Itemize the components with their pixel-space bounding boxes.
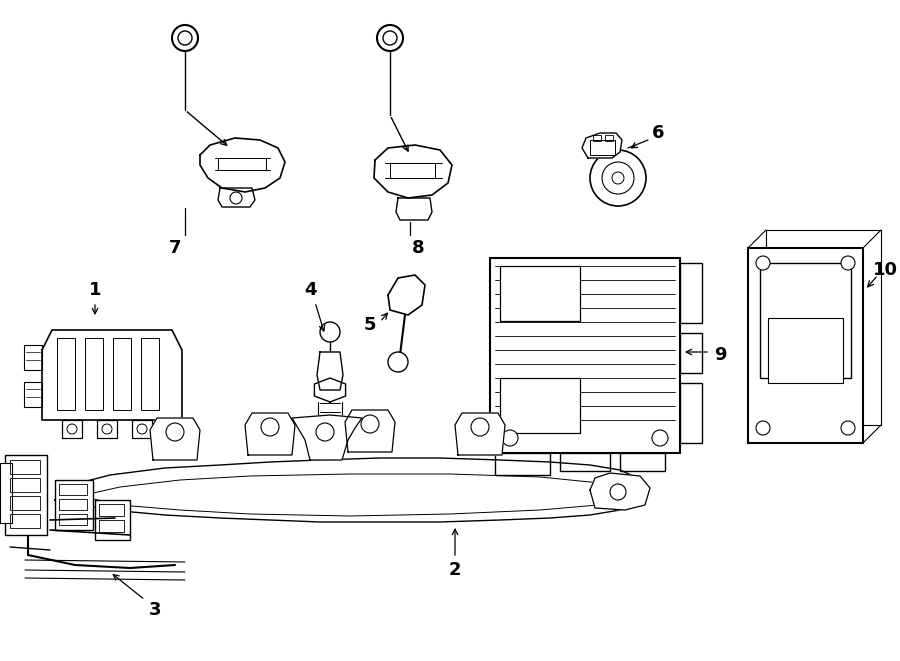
Bar [218,158,266,170]
Bar [59,499,87,510]
Bar [10,496,40,510]
Polygon shape [80,474,618,516]
Bar [748,248,863,443]
Bar [768,318,843,383]
Text: 7: 7 [169,239,181,257]
Bar [24,345,42,370]
Polygon shape [200,138,285,192]
Polygon shape [582,133,622,158]
Polygon shape [55,458,640,522]
Circle shape [590,150,646,206]
Circle shape [166,423,184,441]
Polygon shape [590,473,650,510]
Text: 4: 4 [304,281,316,299]
Circle shape [230,192,242,204]
Bar [59,484,87,495]
Circle shape [361,415,379,433]
Circle shape [388,352,408,372]
Text: 2: 2 [449,561,461,579]
Polygon shape [317,352,343,390]
Bar [760,263,851,378]
Circle shape [841,421,855,435]
Bar [0,463,12,523]
Bar [680,383,702,443]
Bar [24,382,42,407]
Bar [560,453,610,471]
Bar [680,333,702,373]
Circle shape [383,31,397,45]
Bar [10,514,40,528]
Bar [97,420,117,438]
Bar [593,135,601,141]
Circle shape [178,31,192,45]
Text: 9: 9 [714,346,726,364]
Bar [132,420,152,438]
Text: 8: 8 [411,239,424,257]
Circle shape [502,430,518,446]
Polygon shape [396,198,432,220]
Bar [495,453,550,475]
Bar [680,263,702,323]
Polygon shape [42,330,182,420]
Circle shape [471,418,489,436]
Bar [500,378,580,433]
Circle shape [612,172,624,184]
Polygon shape [218,188,255,207]
Circle shape [610,484,626,500]
Text: 5: 5 [364,316,376,334]
Polygon shape [292,415,362,460]
Polygon shape [314,378,346,402]
Bar [113,338,131,410]
Bar [99,504,124,516]
Bar [766,230,881,425]
Circle shape [377,25,403,51]
Polygon shape [455,413,505,455]
Circle shape [320,322,340,342]
Text: 10: 10 [872,261,897,279]
Circle shape [841,256,855,270]
Bar [490,258,680,453]
Circle shape [602,162,634,194]
Bar [55,480,93,530]
Bar [99,520,124,532]
Circle shape [172,25,198,51]
Bar [85,338,103,410]
Circle shape [756,421,770,435]
Bar [605,135,613,141]
Polygon shape [150,418,200,460]
Polygon shape [245,413,295,455]
Polygon shape [374,145,452,198]
Bar [95,500,130,540]
Bar [57,338,75,410]
Circle shape [756,256,770,270]
Polygon shape [345,410,395,452]
Text: 3: 3 [148,601,161,619]
Bar [590,140,615,155]
Bar [141,338,159,410]
Circle shape [652,430,668,446]
Text: 1: 1 [89,281,101,299]
Bar [500,266,580,321]
Bar [620,453,665,471]
Circle shape [316,423,334,441]
Bar [62,420,82,438]
Text: 6: 6 [652,124,664,142]
Bar [10,460,40,474]
Bar [390,163,435,178]
Circle shape [261,418,279,436]
Bar [59,514,87,525]
Bar [10,478,40,492]
Polygon shape [388,275,425,315]
Bar [5,455,47,535]
